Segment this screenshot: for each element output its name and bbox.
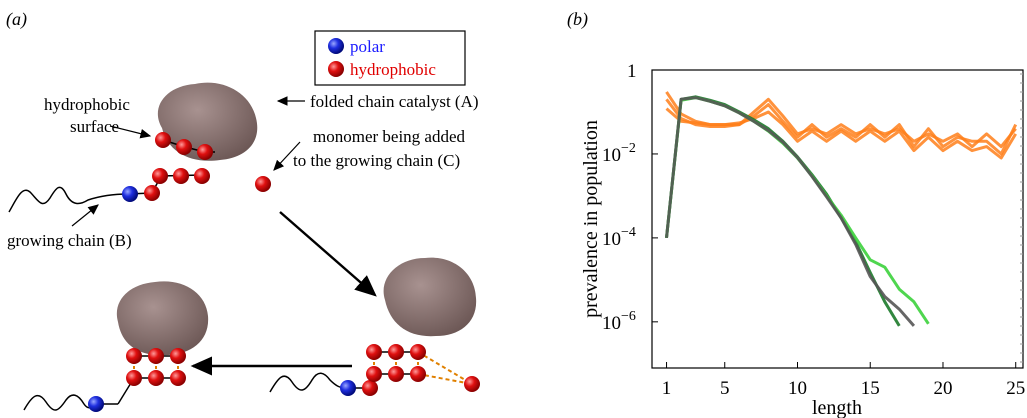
x-tick-label: 15 — [861, 378, 880, 399]
legend-box: polar hydrophobic — [314, 30, 466, 86]
panel-a: (a) polar hydrophobic — [6, 9, 480, 412]
growing-chain-top — [8, 168, 210, 213]
free-monomer — [255, 176, 271, 192]
y-tick-label: 1 — [627, 61, 637, 82]
x-tick-label: 1 — [662, 378, 672, 399]
right-axis-dots — [1020, 73, 1023, 363]
surface-label-line2: surface — [70, 117, 119, 136]
x-tick-label: 10 — [788, 378, 807, 399]
y-axis-label: prevalence in population — [580, 120, 602, 318]
surface-pointer — [109, 125, 152, 139]
catalyst-blob-mid — [383, 257, 477, 337]
catalyst-blob-bottom — [116, 281, 209, 356]
legend-hydrophobic-bead — [328, 61, 344, 77]
monomer-label-line2: to the growing chain (C) — [293, 151, 460, 170]
chain-mid-complex — [269, 344, 480, 396]
panel-b-label: (b) — [567, 9, 588, 30]
catalyst-label: folded chain catalyst (A) — [310, 92, 479, 111]
chain-product — [23, 348, 186, 412]
growing-chain-pointer — [71, 204, 99, 227]
plot-frame — [651, 69, 1024, 369]
y-tick-label: 10−6 — [602, 309, 636, 334]
monomer-label-line1: monomer being added — [313, 127, 466, 146]
surface-label-line1: hydrophobic — [44, 95, 130, 114]
growing-chain-label: growing chain (B) — [7, 231, 132, 250]
x-axis-ticks: 1 5 10 15 20 25 — [662, 362, 1025, 399]
catalyst-bound-chain-top — [155, 132, 215, 160]
series-line — [665, 96, 916, 327]
x-axis-label: length — [812, 397, 862, 418]
reaction-arrow-step1 — [279, 211, 377, 297]
legend-polar-label: polar — [350, 37, 385, 56]
legend-hydrophobic-label: hydrophobic — [350, 60, 436, 79]
monomer-pointer — [273, 141, 301, 171]
series-line — [665, 107, 1017, 160]
y-tick-label: 10−4 — [602, 225, 636, 250]
x-tick-label: 20 — [933, 378, 952, 399]
panel-a-label: (a) — [6, 9, 27, 30]
series-line — [665, 98, 1018, 156]
x-tick-label: 25 — [1006, 378, 1025, 399]
legend-polar-bead — [328, 38, 344, 54]
panel-b: (b) 1 5 10 15 20 25 110−210−410−6 prevalence … — [567, 9, 1025, 418]
series-layer — [665, 91, 1018, 327]
y-axis-ticks: 1 10−2 10−4 10−6 — [602, 61, 658, 334]
x-tick-label: 5 — [720, 378, 730, 399]
y-tick-label: 10−2 — [602, 141, 636, 166]
